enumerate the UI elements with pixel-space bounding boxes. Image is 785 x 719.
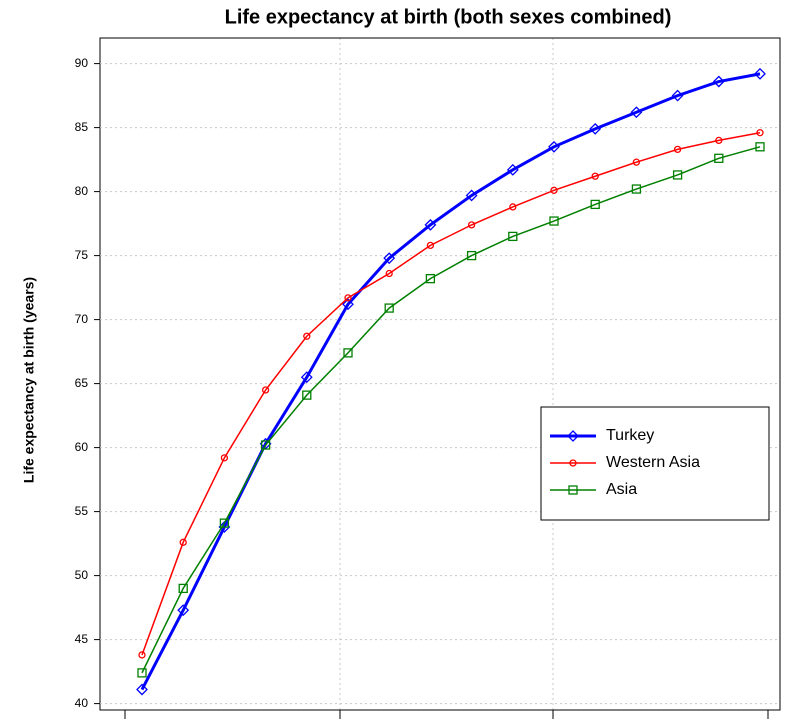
marker [755,142,765,152]
marker [384,303,394,313]
marker [589,122,602,135]
marker [302,390,312,400]
marker [383,252,396,265]
marker [425,273,436,284]
series-line [141,131,761,656]
series-line [140,72,761,691]
marker [549,216,559,226]
marker [467,221,476,229]
marker [261,386,270,394]
marker [342,298,354,311]
plot-frame [99,37,781,711]
marker [754,67,766,80]
marker [568,485,578,495]
marker [385,269,393,278]
x-grid [124,38,769,719]
marker [631,184,642,194]
marker [220,454,229,462]
marker [218,521,231,533]
legend-label: Turkey [606,427,654,444]
marker [756,129,764,137]
marker [303,332,311,340]
marker [136,683,148,696]
marker [137,668,147,678]
marker [550,186,558,194]
legend-label: Asia [606,481,637,498]
marker [714,153,724,163]
legend-label: Western Asia [606,454,700,471]
y-axis-label: Life expectancy at birth (years) [21,277,37,483]
marker [632,158,641,166]
chart-title: Life expectancy at birth (both sexes com… [225,6,672,28]
y-tick-label: 65 [75,376,89,390]
y-tick-label: 45 [75,632,89,646]
marker [673,145,682,154]
marker [179,538,187,546]
marker [508,231,518,242]
marker [671,89,684,102]
marker [177,604,190,617]
marker [672,170,683,180]
marker [567,430,579,442]
marker [466,250,477,261]
marker [630,106,643,119]
marker [260,440,271,450]
marker [465,189,478,202]
marker [300,371,313,384]
marker [343,348,353,358]
marker [178,583,188,594]
marker [344,294,352,302]
y-tick-label: 50 [75,568,89,582]
marker [548,140,560,153]
marker [426,241,435,250]
marker [590,199,600,210]
marker [424,218,437,231]
y-tick-label: 90 [75,56,89,70]
marker [712,75,725,88]
y-tick-label: 40 [75,696,89,710]
legend: Turkey Western Asia Asia [540,406,770,521]
y-tick-label: 80 [75,184,89,198]
series-line [141,146,761,674]
y-tick-label: 75 [75,248,89,262]
y-tick-label: 70 [75,312,89,326]
y-tick-label: 55 [75,504,89,518]
marker [138,651,146,659]
marker [591,172,599,180]
marker [219,518,230,528]
y-tick-label: 60 [75,440,89,454]
marker [715,136,723,145]
y-tick-label: 85 [75,120,89,134]
marker [509,203,517,211]
marker [506,163,519,176]
marker [569,459,577,467]
